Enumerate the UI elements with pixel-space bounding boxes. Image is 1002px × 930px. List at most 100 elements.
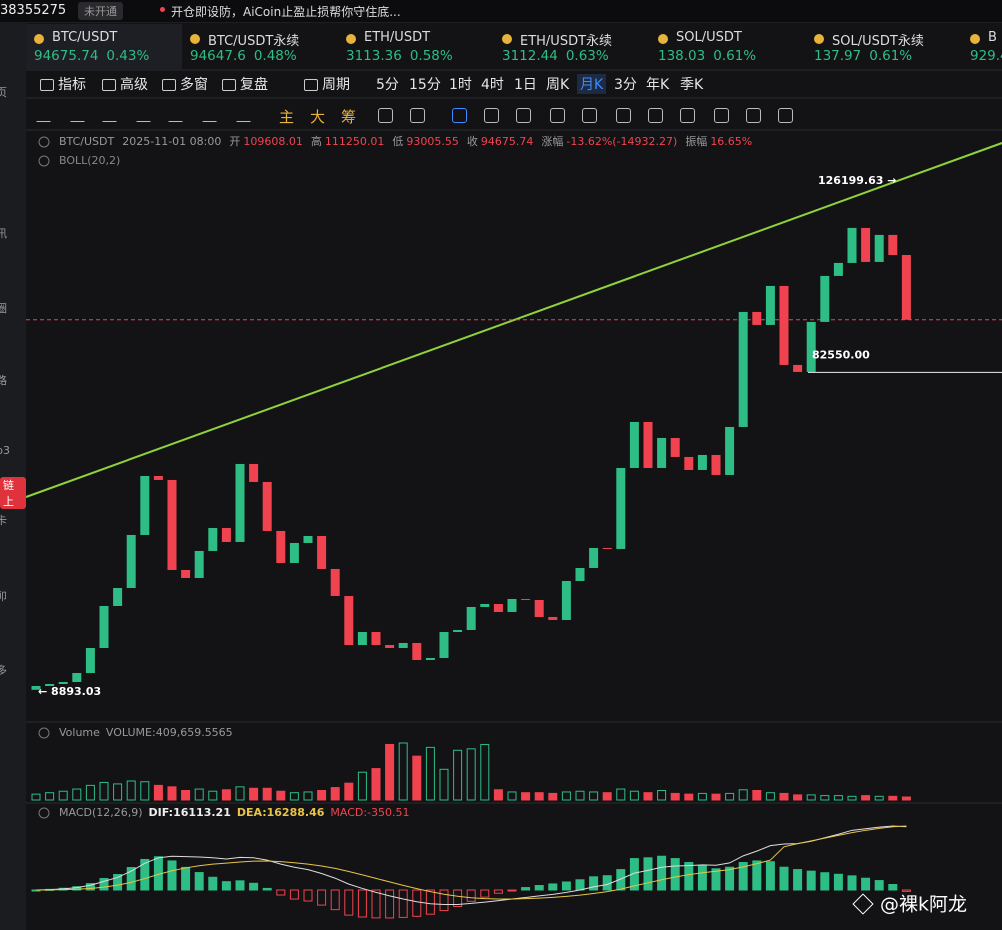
macd-bar [439, 889, 449, 912]
ticker[interactable]: SOL/USDT 138.03 0.61% [652, 26, 806, 70]
tool-icon [304, 79, 318, 91]
draw-tool[interactable]: 筹 [341, 108, 357, 126]
draw-icon[interactable] [616, 108, 631, 123]
candle [249, 463, 259, 482]
collapse-icon [38, 727, 50, 739]
ticker-symbol: ETH/USDT [364, 30, 431, 45]
macd-bar [385, 889, 395, 919]
macd-bar [412, 889, 422, 917]
sidebar-item[interactable]: 页 [0, 86, 7, 99]
dea-line [35, 825, 907, 900]
candle [847, 227, 857, 263]
volume-bar [425, 746, 435, 801]
draw-tool[interactable]: 大 [310, 108, 326, 126]
tool-button[interactable]: 周期 [322, 77, 350, 93]
draw-icon[interactable] [484, 108, 499, 123]
ticker[interactable]: ETH/USDT 3113.36 0.58% [340, 26, 494, 70]
boll-label: BOLL(20,2) [59, 154, 120, 167]
info-low_label: 低 [392, 135, 403, 148]
draw-icon[interactable] [550, 108, 565, 123]
sidebar-item[interactable]: p3 [0, 444, 10, 457]
info-close: 94675.74 [481, 135, 534, 148]
tool-icon [222, 79, 236, 91]
macd-bar [194, 872, 204, 891]
ticker[interactable]: BTC/USDT 94675.74 0.43% [28, 26, 182, 70]
volume-bar [194, 788, 204, 801]
macd-bar [480, 889, 490, 898]
candle [697, 454, 707, 470]
sidebar-item[interactable]: 卡 [0, 514, 7, 527]
badge[interactable]: 未开通 [78, 2, 123, 20]
draw-icon[interactable] [746, 108, 761, 123]
volume-bar [575, 790, 585, 801]
sidebar-item[interactable]: 路 [0, 374, 7, 387]
candle [657, 437, 667, 468]
coin-icon [190, 34, 200, 44]
info-close_label: 收 [467, 134, 478, 148]
volume-bar [561, 791, 571, 801]
period[interactable]: 1日 [514, 77, 537, 93]
period[interactable]: 1时 [449, 77, 472, 93]
sidebar-item[interactable]: 讯 [0, 227, 7, 240]
candle [752, 311, 762, 325]
period[interactable]: 5分 [376, 77, 399, 93]
sidebar-item[interactable]: 圈 [0, 302, 7, 315]
tool-button[interactable]: 指标 [58, 77, 86, 93]
level-label: 82550.00 [812, 348, 870, 361]
macd-bar [711, 868, 721, 891]
ticker-price: 94647.6 0.48% [190, 48, 297, 64]
ticker[interactable]: ETH/USDT永续 3112.44 0.63% [496, 26, 650, 70]
draw-icon[interactable] [680, 108, 695, 123]
tool-button[interactable]: 多窗 [180, 77, 208, 93]
draw-icon[interactable] [582, 108, 597, 123]
period[interactable]: 15分 [409, 77, 441, 93]
period[interactable]: 4时 [481, 77, 504, 93]
candle [85, 647, 95, 673]
draw-icon[interactable] [714, 108, 729, 123]
draw-icon[interactable] [410, 108, 425, 123]
sidebar-badge[interactable]: 链上 [0, 477, 26, 509]
draw-icon[interactable] [452, 108, 467, 123]
macd-bar [99, 878, 109, 891]
volume-bar [629, 790, 639, 801]
ticker[interactable]: SOL/USDT永续 137.97 0.61% [808, 26, 962, 70]
period[interactable]: 年K [646, 77, 670, 93]
candle [412, 642, 422, 660]
ticker-symbol: BTC/USDT [52, 30, 118, 45]
tool-icon [40, 79, 54, 91]
draw-icon[interactable] [778, 108, 793, 123]
period-active[interactable]: 月K [577, 74, 607, 94]
info-change: -13.62%(-14932.27) [566, 135, 677, 148]
volume-bar [738, 789, 748, 801]
info-low: 93005.55 [406, 135, 459, 148]
candle [439, 631, 449, 658]
sidebar-item[interactable]: 卯 [0, 590, 7, 603]
watermark: @裸k阿龙 [880, 894, 967, 916]
info-high: 111250.01 [325, 135, 385, 148]
period[interactable]: 3分 [614, 77, 637, 93]
tool-button[interactable]: 复盘 [240, 77, 268, 93]
period[interactable]: 周K [546, 77, 570, 93]
draw-icon[interactable] [378, 108, 393, 123]
dif-key: DIF: [149, 806, 174, 819]
ticker[interactable]: BTC/USDT永续 94647.6 0.48% [184, 26, 338, 70]
candle [493, 603, 503, 612]
volume-bar [453, 749, 463, 801]
tool-button[interactable]: 高级 [120, 77, 148, 93]
candle [684, 456, 694, 470]
candle [738, 311, 748, 427]
candle [153, 475, 163, 480]
period[interactable]: 季K [680, 77, 704, 93]
draw-tool[interactable]: 主 [279, 108, 295, 126]
ticker-change: 0.48% [253, 48, 297, 64]
draw-icon[interactable] [516, 108, 531, 123]
ticker[interactable]: B 929.4 [964, 26, 1002, 70]
macd-bar [616, 869, 626, 891]
draw-icon[interactable] [648, 108, 663, 123]
volume-bar [99, 781, 109, 801]
candle [72, 672, 82, 682]
notice[interactable]: 开仓即设防，AiCoin止盈止损帮你守住底... [171, 5, 401, 19]
candle [670, 437, 680, 457]
sidebar-item[interactable]: 多 [0, 664, 7, 677]
candle [357, 631, 367, 645]
